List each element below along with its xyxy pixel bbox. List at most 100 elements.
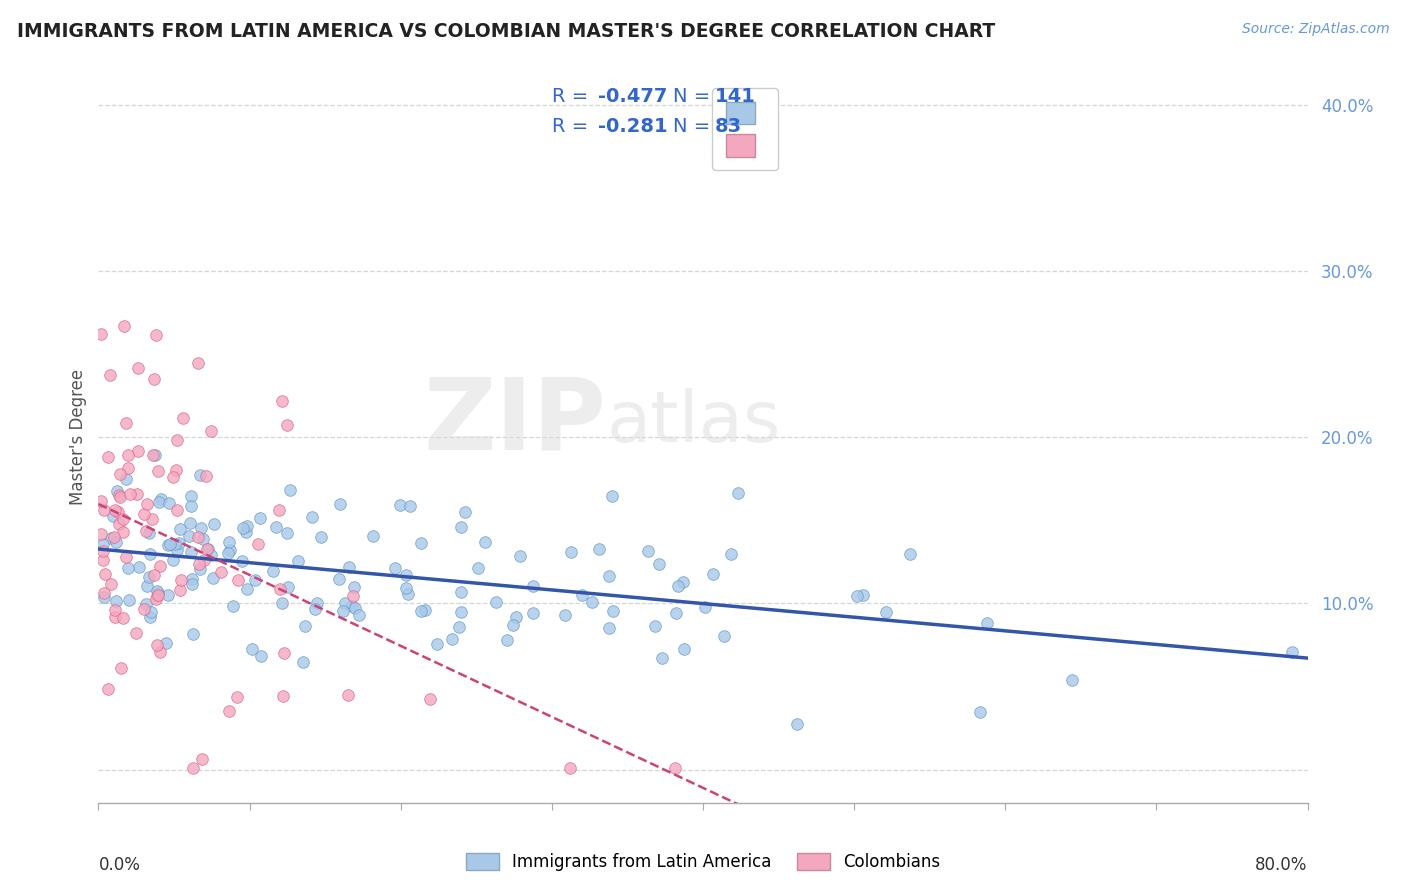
Point xyxy=(117,561,139,575)
Point xyxy=(695,599,717,614)
Point xyxy=(226,573,249,587)
Point xyxy=(103,530,125,544)
Point xyxy=(195,541,218,556)
Point xyxy=(187,356,209,370)
Point xyxy=(165,463,187,477)
Point xyxy=(187,530,209,544)
Text: N =: N = xyxy=(672,117,716,136)
Point xyxy=(127,360,149,375)
Text: ZIP: ZIP xyxy=(423,374,606,471)
Point xyxy=(969,705,991,719)
Point xyxy=(720,547,742,561)
Point xyxy=(146,464,169,478)
Point xyxy=(103,509,125,524)
Point xyxy=(651,650,673,665)
Point xyxy=(104,594,127,608)
Point xyxy=(142,448,165,462)
Point xyxy=(496,632,519,647)
Point xyxy=(100,531,122,545)
Point xyxy=(426,637,449,651)
Point xyxy=(976,615,998,630)
Text: Source: ZipAtlas.com: Source: ZipAtlas.com xyxy=(1241,22,1389,37)
Point xyxy=(222,599,245,613)
Point xyxy=(110,661,132,675)
Point xyxy=(103,610,125,624)
Point xyxy=(167,536,190,550)
Point xyxy=(112,524,135,539)
Point xyxy=(307,596,329,610)
Point xyxy=(727,485,749,500)
Point xyxy=(105,483,128,498)
Point xyxy=(554,607,576,622)
Point xyxy=(218,543,240,558)
Text: 83: 83 xyxy=(716,117,742,136)
Point xyxy=(304,602,326,616)
Point xyxy=(337,559,360,574)
Point xyxy=(93,503,115,517)
Point xyxy=(409,604,432,618)
Point xyxy=(191,533,214,547)
Point xyxy=(108,488,131,502)
Point xyxy=(139,605,162,619)
Point xyxy=(120,487,142,501)
Legend: , : , xyxy=(713,88,779,170)
Point xyxy=(232,521,254,535)
Point xyxy=(112,512,135,526)
Point xyxy=(502,618,524,632)
Point xyxy=(852,588,875,602)
Point xyxy=(108,490,131,504)
Point xyxy=(202,516,225,531)
Point xyxy=(240,641,263,656)
Point xyxy=(702,566,724,581)
Point xyxy=(217,545,239,559)
Point xyxy=(666,579,689,593)
Point xyxy=(447,619,470,633)
Point xyxy=(172,411,194,425)
Point xyxy=(522,607,544,621)
Text: atlas: atlas xyxy=(606,388,780,457)
Point xyxy=(149,645,172,659)
Point xyxy=(166,543,188,558)
Point xyxy=(132,507,155,521)
Point xyxy=(522,579,544,593)
Point xyxy=(90,326,112,341)
Point xyxy=(343,580,366,594)
Point xyxy=(249,648,271,663)
Point xyxy=(177,528,200,542)
Text: 0.0%: 0.0% xyxy=(98,856,141,874)
Point xyxy=(395,568,418,582)
Point xyxy=(235,582,257,597)
Point xyxy=(114,472,136,486)
Point xyxy=(181,577,204,591)
Point xyxy=(93,567,115,582)
Point xyxy=(104,502,127,516)
Text: -0.477: -0.477 xyxy=(598,87,668,106)
Point xyxy=(145,592,167,607)
Text: N =: N = xyxy=(672,87,716,106)
Point xyxy=(188,562,211,576)
Point xyxy=(648,557,671,571)
Point xyxy=(602,489,624,503)
Point xyxy=(138,570,160,584)
Point xyxy=(246,537,269,551)
Point xyxy=(179,516,201,530)
Point xyxy=(188,557,211,571)
Point xyxy=(399,500,422,514)
Point xyxy=(91,553,114,567)
Point xyxy=(202,571,225,585)
Point xyxy=(183,761,205,775)
Point xyxy=(271,690,294,704)
Point xyxy=(197,541,219,556)
Point xyxy=(115,416,138,430)
Point xyxy=(166,433,188,447)
Point xyxy=(117,461,139,475)
Point xyxy=(637,544,659,558)
Point xyxy=(100,577,122,591)
Point xyxy=(169,522,191,536)
Point xyxy=(235,525,257,540)
Point xyxy=(127,443,149,458)
Point xyxy=(139,547,162,561)
Point xyxy=(454,506,477,520)
Point xyxy=(450,519,472,533)
Point xyxy=(335,596,357,610)
